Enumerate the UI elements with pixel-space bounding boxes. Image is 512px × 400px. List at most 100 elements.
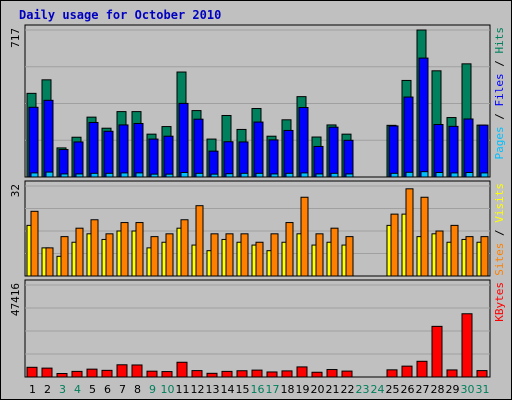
legend-entry: Sites [493, 243, 506, 276]
bar-pages-fill [435, 171, 444, 178]
bar-visits-fill [150, 236, 159, 277]
bar-visits [105, 233, 114, 277]
x-tick-label: 23 [356, 383, 370, 396]
bar-files [208, 150, 219, 178]
x-tick-label: 16 [251, 383, 265, 396]
bar-kbytes-fill [341, 370, 353, 378]
panel-legend: Pages / Files / Hits [493, 27, 506, 160]
bar-visits-fill [480, 236, 489, 277]
bar-kbytes-fill [476, 370, 488, 378]
bar-pages-fill [135, 172, 144, 178]
bar-kbytes [341, 370, 353, 378]
x-tick-label: 17 [266, 383, 280, 396]
bar-visits-fill [135, 222, 144, 277]
bar-kbytes [221, 370, 233, 378]
bar-kbytes [131, 364, 143, 378]
bar-visits-fill [210, 233, 219, 277]
bar-visits-fill [420, 196, 429, 277]
bar-pages [210, 173, 219, 178]
bar-visits-fill [255, 241, 264, 277]
bar-visits [300, 196, 309, 277]
bar-visits [90, 219, 99, 277]
chart-panels: 717 Pages / Files / Hits 32 Sites / Visits 4… [9, 24, 506, 378]
bar-visits-fill [315, 233, 324, 277]
bar-kbytes-fill [326, 369, 338, 378]
legend-entry: / [493, 54, 506, 74]
bar-pages-fill [405, 171, 414, 178]
bar-files [433, 124, 444, 178]
bar-kbytes-fill [311, 371, 323, 378]
bar-kbytes [86, 368, 98, 378]
bar-kbytes [401, 365, 413, 378]
bar-files [148, 138, 159, 178]
bar-kbytes-fill [86, 368, 98, 378]
bar-kbytes [41, 367, 53, 378]
bar-visits-fill [45, 247, 54, 277]
bar-kbytes-fill [461, 313, 473, 378]
bar-pages [345, 173, 354, 178]
y-max-label: 47416 [9, 283, 22, 316]
bar-visits [390, 213, 399, 277]
bar-kbytes [236, 370, 248, 378]
bar-pages [195, 172, 204, 178]
bar-files [268, 139, 279, 178]
bar-pages [240, 172, 249, 178]
bar-kbytes [251, 369, 263, 378]
bar-kbytes [386, 369, 398, 378]
bar-kbytes-fill [131, 364, 143, 378]
legend-entry: Files [493, 73, 506, 106]
bar-files [448, 125, 459, 178]
bar-visits-fill [450, 224, 459, 277]
bar-kbytes-fill [71, 370, 83, 378]
bar-kbytes-fill [221, 370, 233, 378]
bar-files [403, 96, 414, 178]
bar-files [118, 124, 129, 178]
bar-visits-fill [120, 222, 129, 277]
bar-files-fill [418, 57, 429, 178]
bar-pages [90, 172, 99, 178]
bar-visits [120, 222, 129, 277]
bar-pages-fill [210, 173, 219, 178]
bar-visits-fill [390, 213, 399, 277]
bar-files-fill [313, 145, 324, 178]
bar-pages-fill [120, 172, 129, 178]
x-tick-label: 7 [119, 383, 126, 396]
bar-visits [30, 210, 39, 277]
bar-visits-fill [180, 219, 189, 277]
bar-visits [255, 241, 264, 277]
bar-visits [450, 224, 459, 277]
bar-pages [465, 171, 474, 178]
x-tick-label: 22 [341, 383, 355, 396]
bar-visits [75, 227, 84, 277]
legend-entry: Pages [493, 126, 506, 159]
panel-pages-files-hits: 717 Pages / Files / Hits [9, 24, 506, 178]
bar-files-fill [298, 106, 309, 178]
bar-visits [225, 233, 234, 277]
bar-visits [45, 247, 54, 277]
x-tick-label: 5 [89, 383, 96, 396]
bar-pages-fill [270, 173, 279, 178]
bar-pages [45, 171, 54, 178]
bar-visits [210, 233, 219, 277]
x-tick-label: 28 [431, 383, 445, 396]
bar-kbytes [476, 370, 488, 378]
bar-pages [105, 172, 114, 178]
bar-pages [120, 172, 129, 178]
x-tick-label: 27 [416, 383, 430, 396]
bar-visits-fill [435, 230, 444, 277]
bar-kbytes-fill [41, 367, 53, 378]
bar-kbytes-fill [266, 371, 278, 378]
bar-pages-fill [240, 172, 249, 178]
bar-pages [480, 172, 489, 178]
bar-files [28, 106, 39, 178]
x-tick-label: 6 [104, 383, 111, 396]
x-tick-label: 3 [59, 383, 66, 396]
x-tick-label: 25 [386, 383, 400, 396]
bar-files [313, 145, 324, 178]
bar-pages [315, 173, 324, 178]
bar-pages [450, 172, 459, 178]
x-tick-label: 12 [191, 383, 205, 396]
bar-visits-fill [60, 236, 69, 277]
